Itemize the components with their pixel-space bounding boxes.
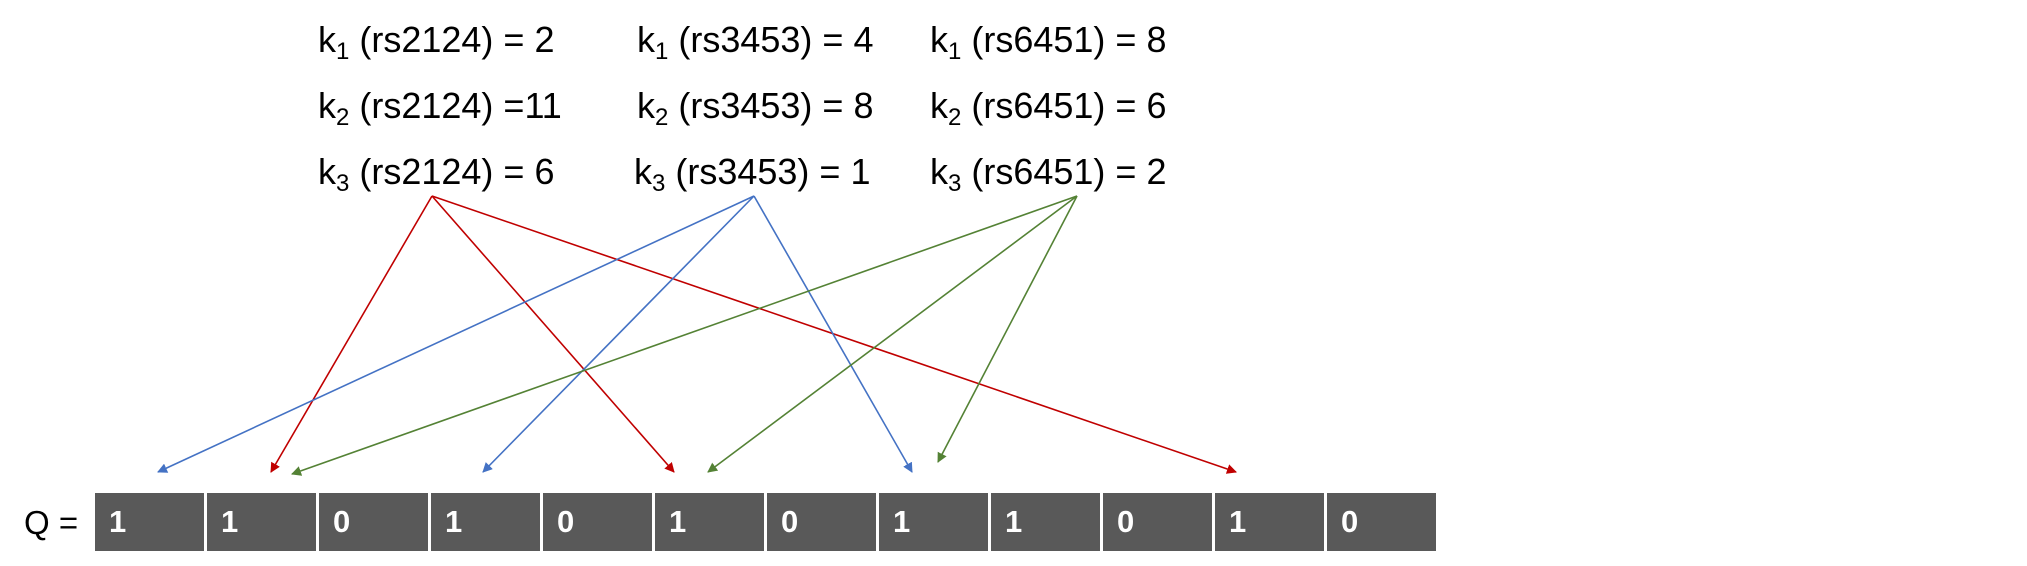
bit-cell-9: 1	[991, 493, 1100, 551]
bit-cell-5: 0	[543, 493, 652, 551]
bit-cell-4: 1	[431, 493, 540, 551]
arrow-rs3453-bit-1	[157, 195, 755, 473]
bit-cell-1: 1	[95, 493, 204, 551]
equation-k2-rs6451: k2 (rs6451) = 6	[930, 85, 1167, 131]
equation-k1-rs2124: k1 (rs2124) = 2	[318, 19, 555, 65]
equation-k2-rs3453: k2 (rs3453) = 8	[637, 85, 874, 131]
arrow-rs2124-bit-6	[431, 195, 675, 473]
bit-cell-6: 1	[655, 493, 764, 551]
q-label: Q =	[24, 504, 79, 541]
arrow-rs6451-bit-6	[707, 195, 1078, 473]
bit-array: 1 1 0 1 0 1 0 1 1 0 1 0	[95, 493, 1436, 551]
arrow-rs6451-bit-2	[291, 195, 1078, 476]
arrow-rs2124-bit-2	[270, 195, 433, 473]
arrow-rs3453-bit-8	[753, 195, 913, 473]
equation-k3-rs3453: k3 (rs3453) = 1	[634, 151, 871, 197]
bit-cell-7: 0	[767, 493, 876, 551]
bit-cell-2: 1	[207, 493, 316, 551]
equation-k3-rs6451: k3 (rs6451) = 2	[930, 151, 1167, 197]
equation-k2-rs2124: k2 (rs2124) =11	[318, 85, 562, 131]
bit-cell-3: 0	[319, 493, 428, 551]
equation-k1-rs3453: k1 (rs3453) = 4	[637, 19, 874, 65]
bit-cell-10: 0	[1103, 493, 1212, 551]
equation-k3-rs2124: k3 (rs2124) = 6	[318, 151, 555, 197]
bit-cell-12: 0	[1327, 493, 1436, 551]
arrow-rs6451-bit-8	[937, 195, 1078, 463]
bit-cell-11: 1	[1215, 493, 1324, 551]
arrow-rs2124-bit-11	[431, 195, 1237, 474]
bit-cell-8: 1	[879, 493, 988, 551]
arrow-rs3453-bit-4	[482, 195, 755, 473]
equation-k1-rs6451: k1 (rs6451) = 8	[930, 19, 1167, 65]
